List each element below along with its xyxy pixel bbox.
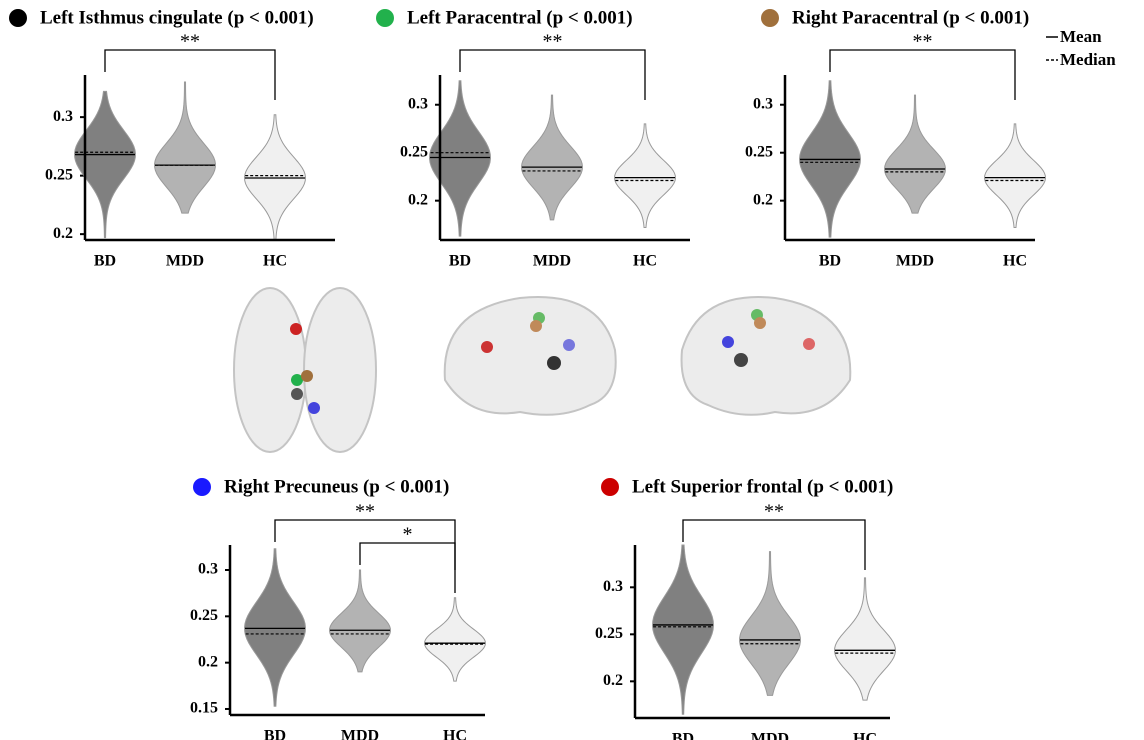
y-tick-label: 0.25 — [190, 607, 218, 624]
chart-title: Left Paracentral (p < 0.001) — [407, 7, 633, 28]
dot — [547, 356, 561, 370]
chart-title: Right Paracentral (p < 0.001) — [792, 7, 1029, 28]
legend-mean: Mean — [1060, 27, 1102, 46]
brain-left-hemisphere — [234, 288, 306, 452]
dot — [563, 339, 575, 351]
legend-median: Median — [1060, 50, 1116, 69]
significance-label: ** — [764, 501, 784, 523]
title-marker — [9, 9, 27, 27]
y-tick-label: 0.25 — [45, 166, 73, 183]
x-tick-label: BD — [94, 253, 116, 270]
significance-label: ** — [355, 501, 375, 523]
significance-bracket — [830, 50, 1015, 100]
dot — [722, 336, 734, 348]
significance-bracket — [460, 50, 645, 100]
significance-label: * — [403, 524, 413, 546]
y-tick-label: 0.3 — [408, 95, 428, 112]
violin — [75, 91, 136, 237]
violin — [885, 95, 946, 213]
dot — [734, 353, 748, 367]
violin — [835, 578, 896, 700]
violin-chart: Left Isthmus cingulate (p < 0.001) 0.2 0.2… — [9, 7, 335, 269]
violin — [985, 124, 1046, 228]
significance-bracket — [683, 520, 865, 570]
title-marker — [193, 478, 211, 496]
brain-lateral — [445, 297, 616, 415]
chart-title: Left Isthmus cingulate (p < 0.001) — [40, 7, 314, 28]
violin — [330, 570, 391, 672]
violin — [245, 549, 306, 706]
significance-bracket — [360, 543, 455, 593]
x-tick-label: MDD — [166, 253, 204, 270]
dot — [291, 388, 303, 400]
x-tick-label: BD — [819, 253, 841, 270]
x-tick-label: BD — [264, 728, 286, 740]
violin-chart: Right Precuneus (p < 0.001) 0.15 0.2 0.25 0.… — [190, 476, 485, 740]
x-tick-label: HC — [853, 731, 877, 740]
y-tick-label: 0.25 — [745, 143, 773, 160]
title-marker — [376, 9, 394, 27]
x-tick-label: HC — [443, 728, 467, 740]
figure: Mean Median Left Isthmus cingulate (p < … — [0, 0, 1144, 740]
y-tick-label: 0.3 — [753, 95, 773, 112]
violin — [740, 552, 801, 696]
violin-chart: Right Paracentral (p < 0.001) 0.2 0.25 0.3 B… — [745, 7, 1045, 269]
x-tick-label: HC — [263, 253, 287, 270]
chart-title: Right Precuneus (p < 0.001) — [224, 476, 449, 497]
x-tick-label: MDD — [341, 728, 379, 740]
dot — [754, 317, 766, 329]
chart-title: Left Superior frontal (p < 0.001) — [632, 476, 893, 497]
x-tick-label: BD — [672, 731, 694, 740]
y-tick-label: 0.15 — [190, 700, 218, 717]
y-tick-label: 0.2 — [198, 653, 218, 670]
significance-label: ** — [543, 31, 563, 53]
violin-chart: Left Paracentral (p < 0.001) 0.2 0.25 0.3 BD… — [376, 7, 690, 269]
x-tick-label: MDD — [896, 253, 934, 270]
brain-right-hemisphere — [304, 288, 376, 452]
y-tick-label: 0.2 — [753, 191, 773, 208]
y-tick-label: 0.3 — [198, 561, 218, 578]
y-tick-label: 0.25 — [400, 143, 428, 160]
significance-bracket — [105, 50, 275, 100]
violin — [653, 545, 714, 714]
significance-bracket — [275, 520, 455, 570]
x-tick-label: MDD — [533, 253, 571, 270]
significance-label: ** — [913, 31, 933, 53]
violin — [155, 82, 216, 213]
brain-lateral-right — [682, 297, 851, 415]
y-tick-label: 0.3 — [53, 108, 73, 125]
dot — [301, 370, 313, 382]
x-tick-label: HC — [633, 253, 657, 270]
y-tick-label: 0.3 — [603, 578, 623, 595]
dot — [308, 402, 320, 414]
y-tick-label: 0.2 — [53, 225, 73, 242]
y-tick-label: 0.2 — [603, 672, 623, 689]
violin — [425, 598, 486, 681]
violin-chart: Left Superior frontal (p < 0.001) 0.2 0.25… — [595, 476, 895, 740]
violin — [522, 95, 583, 220]
legend: Mean Median — [1046, 27, 1116, 69]
y-tick-label: 0.2 — [408, 191, 428, 208]
dot — [481, 341, 493, 353]
x-tick-label: HC — [1003, 253, 1027, 270]
dot — [803, 338, 815, 350]
title-marker — [601, 478, 619, 496]
x-tick-label: BD — [449, 253, 471, 270]
violin — [615, 124, 676, 228]
title-marker — [761, 9, 779, 27]
y-tick-label: 0.25 — [595, 625, 623, 642]
significance-label: ** — [180, 31, 200, 53]
brain-views — [234, 288, 850, 452]
dot — [290, 323, 302, 335]
x-tick-label: MDD — [751, 731, 789, 740]
dot — [530, 320, 542, 332]
